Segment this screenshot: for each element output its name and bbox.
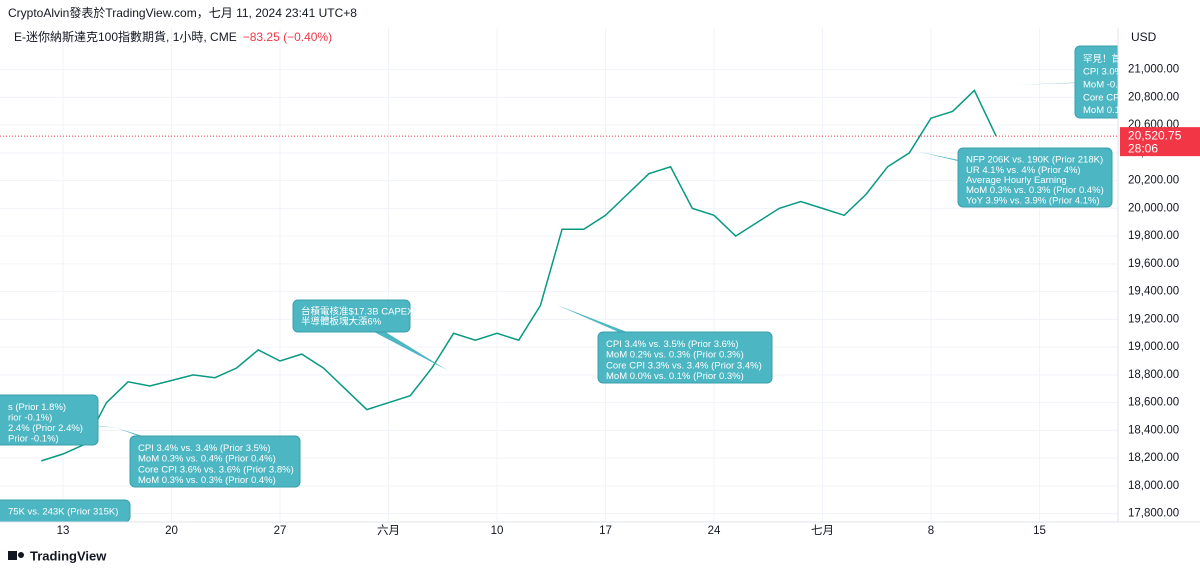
y-tick-label: 20,000.00 [1128, 202, 1179, 214]
y-tick-label: 21,000.00 [1128, 64, 1179, 76]
annotation-text: 75K vs. 243K (Prior 315K) [8, 507, 118, 518]
annotation-text: MoM 0.1 [1083, 105, 1120, 116]
annotation-box [0, 394, 99, 446]
axis-labels: 17,800.00 18,000.00 18,200.00 18,400.00 18,6… [57, 64, 1180, 537]
logo [8, 551, 24, 560]
annotation-text: YoY 3.9% vs. 3.9% (Prior 4.1%) [966, 195, 1100, 206]
annotation-text: 半導體板塊大漲6% [301, 316, 382, 328]
annotation-text: CPI 3.4% vs. 3.4% (Prior 3.5%) [138, 443, 271, 454]
y-tick-label: 19,000.00 [1128, 341, 1179, 353]
annotation-text: CPI 3.4% vs. 3.5% (Prior 3.6%) [606, 339, 739, 350]
x-tick-label: 27 [274, 525, 287, 537]
annotation: s (Prior 1.8%)rior -0.1%)2.4% (Prior 2.4… [0, 394, 118, 446]
annotation: CPI 3.4% vs. 3.4% (Prior 3.5%)MoM 0.3% v… [117, 428, 301, 488]
y-tick-label: 19,800.00 [1128, 230, 1179, 242]
annotation-box [1074, 45, 1118, 119]
y-tick-label: 20,200.00 [1128, 175, 1179, 187]
y-tick-label: 18,800.00 [1128, 369, 1179, 381]
y-tick-label: 19,600.00 [1128, 258, 1179, 270]
annotation: 75K vs. 243K (Prior 315K) [0, 499, 131, 522]
y-tick-label: 18,200.00 [1128, 452, 1179, 464]
x-tick-label: 13 [57, 525, 70, 537]
plot-area: s (Prior 1.8%)rior -0.1%)2.4% (Prior 2.4… [0, 45, 1124, 522]
annotation-text: rior -0.1%) [8, 412, 52, 423]
annotation-box [129, 435, 301, 488]
annotation-text: Core CPI 3.6% vs. 3.6% (Prior 3.8%) [138, 464, 294, 475]
annotation-text: Core CPI [1083, 92, 1122, 103]
annotation-box [597, 331, 773, 384]
x-tick-label: 15 [1033, 525, 1046, 537]
annotation-box [957, 147, 1113, 208]
brand: TradingView [30, 548, 107, 563]
annotation-text: Average Hourly Earning [966, 175, 1067, 186]
price-tag [1120, 127, 1200, 157]
y-tick-label: 19,400.00 [1128, 286, 1179, 298]
y-tick-label: 19,200.00 [1128, 313, 1179, 325]
x-tick-label: 24 [708, 525, 721, 537]
y-tick-label: 18,600.00 [1128, 397, 1179, 409]
annotation-text: MoM 0.2% vs. 0.3% (Prior 0.3%) [606, 350, 744, 361]
annotation-text: NFP 206K vs. 190K (Prior 218K) [966, 155, 1103, 166]
x-tick-label: 17 [599, 525, 612, 537]
x-tick-label: 六月 [377, 524, 400, 537]
change: −83.25 (−0.40%) [243, 30, 332, 44]
annotation-text: 罕見！首 [1083, 53, 1122, 65]
annotation-text: 台積電核准$17.3B CAPEX [301, 306, 414, 318]
y-tick-label: 18,000.00 [1128, 480, 1179, 492]
annotation-text: MoM 0.0% vs. 0.1% (Prior 0.3%) [606, 371, 744, 382]
annotation-text: Core CPI 3.3% vs. 3.4% (Prior 3.4%) [606, 360, 762, 371]
annotation-text: MoM 0.3% vs. 0.3% (Prior 0.4%) [966, 185, 1104, 196]
credit: CryptoAlvin發表於TradingView.com，七月 11, 202… [8, 5, 357, 20]
annotation: NFP 206K vs. 190K (Prior 218K)UR 4.1% vs… [920, 147, 1113, 208]
annotation-text: s (Prior 1.8%) [8, 402, 66, 413]
x-tick-label: 8 [928, 525, 934, 537]
price-line [41, 89, 997, 462]
annotation-text: Prior -0.1%) [8, 433, 59, 444]
annotation: CPI 3.4% vs. 3.5% (Prior 3.6%)MoM 0.2% v… [557, 305, 773, 384]
annotation-box [0, 499, 131, 522]
price-tag-label: 20,520.75 [1128, 128, 1182, 142]
annotation-text: MoM -0. [1083, 80, 1118, 91]
y-tick-label: 17,800.00 [1128, 508, 1179, 520]
annotation-text: CPI 3.0% [1083, 67, 1124, 78]
annotation-text: MoM 0.3% vs. 0.3% (Prior 0.4%) [138, 475, 276, 486]
price-axis [1118, 28, 1200, 522]
annotation-text: UR 4.1% vs. 4% (Prior 4%) [966, 165, 1081, 176]
x-tick-label: 10 [491, 525, 504, 537]
countdown: 28:06 [1128, 141, 1158, 155]
x-tick-label: 七月 [811, 524, 834, 537]
currency: USD [1131, 30, 1157, 44]
annotation-box [292, 299, 411, 333]
annotation-text: MoM 0.3% vs. 0.4% (Prior 0.4%) [138, 454, 276, 465]
symbol: E-迷你納斯達克100指數期貨, 1小時, CME [14, 29, 237, 44]
annotation: 罕見！首 CPI 3.0% MoM -0.Core CPI MoM 0.1 [1012, 45, 1124, 119]
x-tick-label: 20 [165, 525, 178, 537]
y-tick-label: 18,400.00 [1128, 424, 1179, 436]
y-tick-label: 20,800.00 [1128, 91, 1179, 103]
annotation-text: 2.4% (Prior 2.4%) [8, 423, 83, 434]
y-tick-label: 20,600.00 [1128, 119, 1179, 131]
